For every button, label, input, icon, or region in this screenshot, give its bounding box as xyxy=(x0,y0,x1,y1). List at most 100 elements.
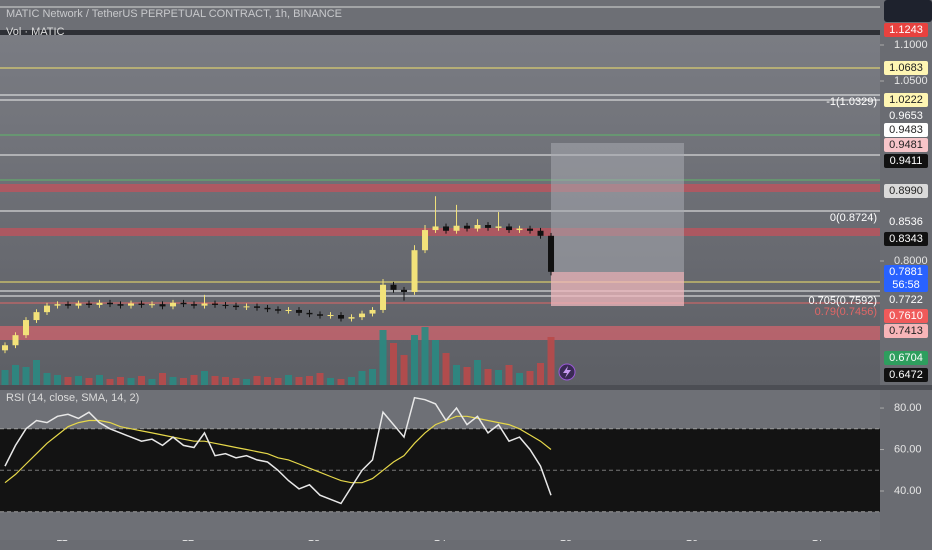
chart-title: MATIC Network / TetherUS PERPETUAL CONTR… xyxy=(6,8,342,20)
candle-body xyxy=(96,302,103,305)
volume-bar xyxy=(117,377,125,385)
candle-body xyxy=(474,225,481,229)
rsi-tick-label: 80.00 xyxy=(894,402,922,414)
candle-body xyxy=(485,225,492,228)
price-label: 0.7881 xyxy=(889,266,923,278)
price-badge xyxy=(884,93,928,107)
candle-body xyxy=(12,335,19,346)
rsi-sma-line xyxy=(4,415,552,484)
volume-bar xyxy=(138,376,146,385)
volume-bar xyxy=(463,367,471,385)
candle-body xyxy=(296,309,303,313)
price-label: 0.8536 xyxy=(889,216,923,228)
candle-body xyxy=(422,230,429,251)
volume-bar xyxy=(22,367,30,385)
main-pane xyxy=(0,0,880,385)
y-tick-label: 0.8000 xyxy=(894,255,928,267)
countdown-badge xyxy=(884,278,928,292)
rsi-tick-label: 40.00 xyxy=(894,485,922,497)
candle-body xyxy=(149,304,156,306)
price-label: 0.9483 xyxy=(889,124,923,136)
volume-bar xyxy=(32,360,40,385)
volume-bar xyxy=(211,376,219,385)
price-badge xyxy=(884,324,928,338)
volume-bar xyxy=(54,375,62,385)
price-label: 0.9653 xyxy=(889,110,923,122)
price-badge xyxy=(884,351,928,365)
price-badge xyxy=(884,368,928,382)
volume-bar xyxy=(537,363,545,385)
volume-bar xyxy=(474,360,482,385)
candle-body xyxy=(86,303,93,305)
candle-body xyxy=(527,228,534,231)
candle-body xyxy=(180,302,187,305)
pane-divider xyxy=(0,385,932,390)
rsi-title: RSI (14, close, SMA, 14, 2) xyxy=(6,392,139,404)
volume-bar xyxy=(358,371,366,385)
price-label: 0.9481 xyxy=(889,139,923,151)
price-badge xyxy=(884,184,928,198)
volume-bar xyxy=(1,370,9,385)
dark-band xyxy=(0,30,880,35)
volume-bar xyxy=(148,379,156,385)
candle-body xyxy=(33,312,40,321)
candle-body xyxy=(380,284,387,310)
candle-body xyxy=(54,304,61,306)
volume-bar xyxy=(505,365,513,385)
candle-body xyxy=(222,304,229,306)
top-bar xyxy=(0,0,932,30)
candle-body xyxy=(128,303,135,306)
candle-body xyxy=(327,315,334,317)
volume-bar xyxy=(159,373,167,385)
volume-bar xyxy=(180,378,188,385)
volume-bar xyxy=(484,369,492,385)
candle-body xyxy=(254,306,261,308)
price-badge xyxy=(884,265,928,279)
volume-bar xyxy=(243,379,251,385)
price-label: 0.7610 xyxy=(889,310,923,322)
fib-label: -1(1.0329) xyxy=(826,96,877,108)
candle-body xyxy=(138,303,145,305)
volume-bar xyxy=(253,376,261,385)
volume-bar xyxy=(11,365,19,385)
candle-body xyxy=(75,303,82,306)
candle-body xyxy=(243,306,250,308)
y-tick-label: 1.1000 xyxy=(894,39,928,51)
candle-body xyxy=(453,225,460,231)
volume-bar xyxy=(348,377,356,385)
volume-bar xyxy=(453,365,461,385)
y-tick-label: 1.0500 xyxy=(894,75,928,87)
fib-label: 0.79(0.7456) xyxy=(815,306,877,318)
candle-body xyxy=(1,345,8,351)
candle-body xyxy=(159,304,166,307)
candle-body xyxy=(233,305,240,308)
volume-bar xyxy=(442,353,450,385)
price-badge xyxy=(884,309,928,323)
candle-body xyxy=(401,289,408,292)
candle-body xyxy=(117,304,124,306)
volume-bar xyxy=(127,378,135,385)
price-label: 1.0683 xyxy=(889,62,923,74)
price-label: 0.8343 xyxy=(889,233,923,245)
zone xyxy=(0,326,880,340)
volume-bar xyxy=(316,373,324,385)
candle-body xyxy=(411,250,418,292)
candle-body xyxy=(317,314,324,316)
volume-bar xyxy=(337,379,345,385)
volume-bar xyxy=(390,343,398,385)
position-target xyxy=(551,143,684,272)
corner-box xyxy=(884,0,932,22)
zone xyxy=(0,228,880,236)
alert-bolt xyxy=(563,366,571,378)
volume-bar xyxy=(190,375,198,385)
price-label: 0.7413 xyxy=(889,325,923,337)
candle-body xyxy=(285,309,292,311)
price-label: 0.6472 xyxy=(889,369,923,381)
price-badge xyxy=(884,61,928,75)
candle-body xyxy=(348,317,355,319)
volume-bar xyxy=(526,371,534,385)
volume-bar xyxy=(43,373,51,385)
price-badge xyxy=(884,154,928,168)
